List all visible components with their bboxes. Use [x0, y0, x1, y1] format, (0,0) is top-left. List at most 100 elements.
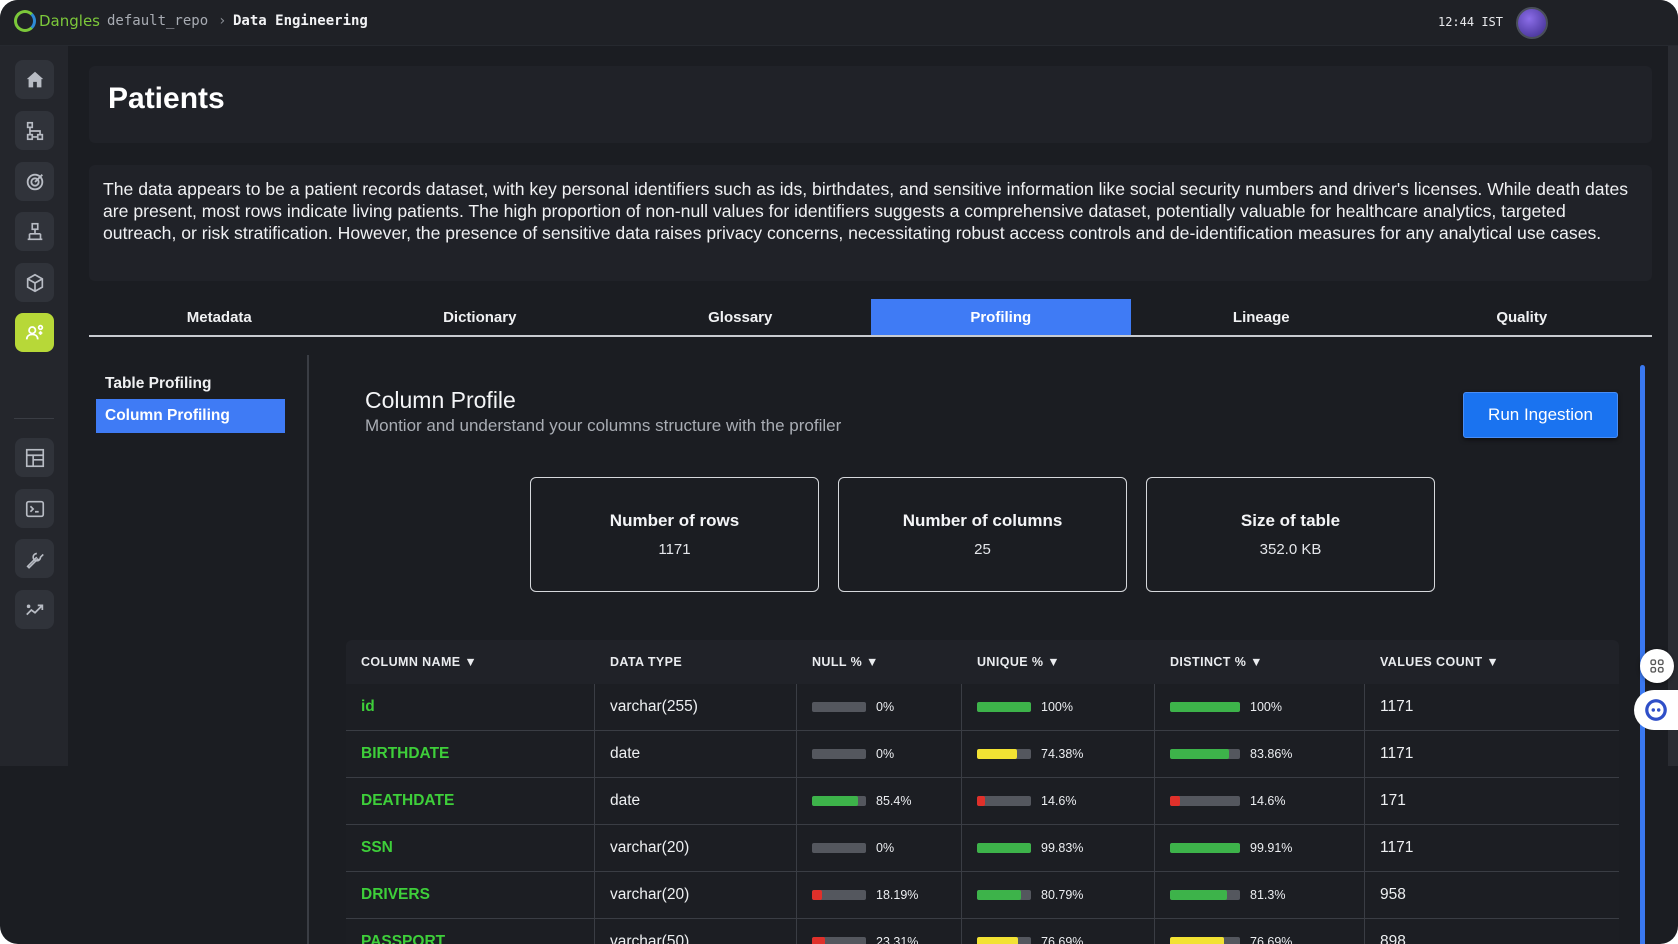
percentage-bar-fill	[1170, 702, 1240, 712]
percentage-label: 74.38%	[1041, 747, 1084, 761]
column-name-link[interactable]: PASSPORT	[346, 919, 595, 944]
home-icon[interactable]	[15, 60, 54, 99]
pipeline-icon[interactable]	[15, 212, 54, 251]
bot-icon[interactable]	[1634, 690, 1678, 730]
stat-label: Number of rows	[609, 511, 740, 530]
table-row[interactable]: BIRTHDATE date 0% 74.38% 83.86% 1171	[346, 731, 1619, 778]
header-unique-pct[interactable]: UNIQUE % ▼	[977, 655, 1061, 669]
brand-logo[interactable]: Dangles	[14, 10, 100, 32]
window-scrollbar[interactable]	[1668, 46, 1678, 766]
unique-pct-cell: 74.38%	[962, 731, 1155, 777]
data-people-icon[interactable]	[15, 313, 54, 352]
scrollbar[interactable]	[1640, 365, 1645, 944]
percentage-bar	[1170, 749, 1240, 759]
percentage-bar	[812, 749, 866, 759]
tab-metadata[interactable]: Metadata	[186, 308, 252, 326]
percentage-bar-fill	[812, 796, 859, 806]
stat-label: Size of table	[1240, 511, 1341, 530]
dashboard-icon[interactable]	[15, 438, 54, 477]
table-body: id varchar(255) 0% 100% 100% 1171 BIRTHDATE dat…	[346, 684, 1619, 944]
percentage-bar	[812, 843, 866, 853]
table-row[interactable]: id varchar(255) 0% 100% 100% 1171	[346, 684, 1619, 731]
data-type-cell: date	[595, 778, 797, 824]
column-name-link[interactable]: BIRTHDATE	[346, 731, 595, 777]
null-pct-cell: 0%	[797, 731, 962, 777]
values-count-cell: 898	[1380, 933, 1406, 944]
tab-profiling[interactable]: Profiling	[870, 299, 1131, 335]
tab-quality[interactable]: Quality	[1496, 308, 1548, 326]
percentage-bar-fill	[1170, 749, 1229, 759]
null-pct-cell: 18.19%	[797, 872, 962, 918]
values-count-cell: 171	[1380, 792, 1406, 809]
table-row[interactable]: SSN varchar(20) 0% 99.83% 99.91% 1171	[346, 825, 1619, 872]
percentage-label: 81.3%	[1250, 888, 1286, 902]
percentage-bar	[977, 702, 1031, 712]
apps-icon[interactable]	[1640, 649, 1674, 683]
column-name-link[interactable]: id	[346, 684, 595, 730]
breadcrumb-project[interactable]: Data Engineering	[233, 13, 368, 29]
cube-icon[interactable]	[15, 263, 54, 302]
percentage-label: 0%	[876, 747, 895, 761]
submenu-column-profiling[interactable]: Column Profiling	[96, 399, 285, 433]
header-data-type: DATA TYPE	[610, 655, 683, 669]
header-distinct-pct[interactable]: DISTINCT % ▼	[1170, 655, 1263, 669]
stat-card-size: Size of table 352.0 KB	[1146, 477, 1435, 592]
stat-value: 25	[974, 541, 991, 558]
run-ingestion-button[interactable]: Run Ingestion	[1463, 392, 1618, 438]
column-name-link[interactable]: DEATHDATE	[346, 778, 595, 824]
table-row[interactable]: PASSPORT varchar(50) 23.31% 76.69% 76.69% 898	[346, 919, 1619, 944]
percentage-label: 0%	[876, 841, 895, 855]
percentage-label: 23.31%	[876, 935, 919, 944]
percentage-bar-fill	[977, 749, 1018, 759]
tab-lineage[interactable]: Lineage	[1232, 308, 1290, 326]
column-name-link[interactable]: SSN	[346, 825, 595, 871]
wrench-icon[interactable]	[15, 539, 54, 578]
percentage-label: 99.91%	[1250, 841, 1293, 855]
page-title: Patients	[108, 82, 225, 115]
stat-card-rows: Number of rows 1171	[530, 477, 819, 592]
distinct-pct-cell: 81.3%	[1155, 872, 1365, 918]
column-name-link[interactable]: DRIVERS	[346, 872, 595, 918]
percentage-label: 80.79%	[1041, 888, 1084, 902]
percentage-label: 100%	[1250, 700, 1282, 714]
data-type-cell: varchar(20)	[595, 872, 797, 918]
unique-pct-cell: 14.6%	[962, 778, 1155, 824]
target-icon[interactable]	[15, 162, 54, 201]
percentage-label: 83.86%	[1250, 747, 1293, 761]
tab-glossary[interactable]: Glossary	[708, 308, 773, 326]
values-count-cell: 958	[1380, 886, 1406, 903]
avatar[interactable]	[1516, 7, 1548, 39]
tab-bar: Metadata Dictionary Glossary Profiling L…	[89, 299, 1652, 337]
brand-name: Dangles	[39, 12, 100, 30]
distinct-pct-cell: 76.69%	[1155, 919, 1365, 944]
data-type-cell: varchar(20)	[595, 825, 797, 871]
terminal-icon[interactable]	[15, 489, 54, 528]
table-row[interactable]: DEATHDATE date 85.4% 14.6% 14.6% 171	[346, 778, 1619, 825]
percentage-label: 14.6%	[1250, 794, 1286, 808]
percentage-bar-fill	[977, 937, 1019, 944]
workflow-icon[interactable]	[15, 111, 54, 150]
table-header: COLUMN NAME ▼ DATA TYPE NULL % ▼ UNIQUE …	[346, 640, 1619, 684]
tab-dictionary[interactable]: Dictionary	[443, 308, 517, 326]
percentage-label: 99.83%	[1041, 841, 1084, 855]
percentage-bar	[812, 702, 866, 712]
section-subtitle: Montior and understand your columns stru…	[365, 416, 842, 435]
percentage-bar	[1170, 702, 1240, 712]
submenu-table-profiling[interactable]: Table Profiling	[105, 375, 212, 392]
percentage-bar-fill	[977, 796, 985, 806]
percentage-bar-fill	[1170, 796, 1181, 806]
section-title: Column Profile	[365, 387, 516, 413]
unique-pct-cell: 80.79%	[962, 872, 1155, 918]
values-count-cell: 1171	[1380, 698, 1414, 715]
header-column-name[interactable]: COLUMN NAME ▼	[361, 655, 478, 669]
table-row[interactable]: DRIVERS varchar(20) 18.19% 80.79% 81.3% 958	[346, 872, 1619, 919]
analytics-icon[interactable]	[15, 590, 54, 629]
breadcrumb-repo[interactable]: default_repo	[107, 13, 209, 29]
header-null-pct[interactable]: NULL % ▼	[812, 655, 879, 669]
percentage-bar	[977, 937, 1031, 944]
data-type-cell: varchar(50)	[595, 919, 797, 944]
unique-pct-cell: 99.83%	[962, 825, 1155, 871]
header-values-count[interactable]: VALUES COUNT ▼	[1380, 655, 1500, 669]
percentage-bar	[977, 749, 1031, 759]
